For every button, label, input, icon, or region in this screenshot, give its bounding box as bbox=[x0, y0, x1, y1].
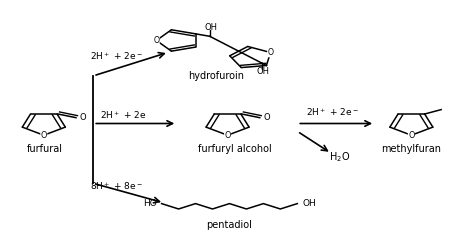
Text: H$_2$O: H$_2$O bbox=[329, 150, 350, 164]
Text: furfural: furfural bbox=[27, 144, 63, 154]
Text: hydrofuroin: hydrofuroin bbox=[188, 71, 244, 81]
Text: O: O bbox=[267, 48, 273, 57]
Text: pentadiol: pentadiol bbox=[207, 220, 252, 230]
Text: O: O bbox=[224, 131, 231, 140]
Text: methylfuran: methylfuran bbox=[382, 144, 441, 154]
Text: 2H$^+$ + 2e$^-$: 2H$^+$ + 2e$^-$ bbox=[91, 50, 143, 62]
Text: HO: HO bbox=[143, 199, 157, 208]
Text: O: O bbox=[263, 113, 270, 122]
Text: OH: OH bbox=[302, 199, 316, 208]
Text: O: O bbox=[79, 113, 86, 122]
Text: O: O bbox=[41, 131, 47, 140]
Text: 8H$^+$ + 8e$^-$: 8H$^+$ + 8e$^-$ bbox=[91, 180, 143, 192]
Text: furfuryl alcohol: furfuryl alcohol bbox=[198, 144, 272, 154]
Text: 2H$^+$ + 2e$^-$: 2H$^+$ + 2e$^-$ bbox=[306, 107, 359, 118]
Text: 2H$^+$ + 2e: 2H$^+$ + 2e bbox=[100, 109, 146, 121]
Text: O: O bbox=[408, 131, 415, 140]
Text: OH: OH bbox=[256, 67, 269, 76]
Text: O: O bbox=[154, 36, 159, 45]
Text: OH: OH bbox=[204, 23, 217, 32]
